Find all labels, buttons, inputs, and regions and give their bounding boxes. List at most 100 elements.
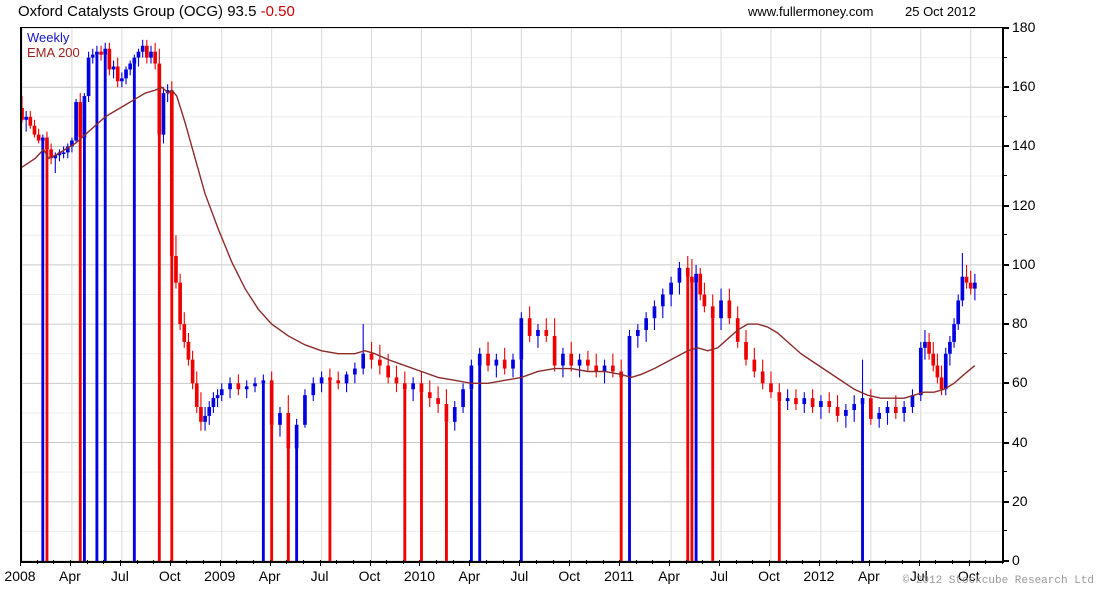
x-tick (768, 560, 770, 566)
bar-body (660, 294, 665, 307)
bar-body (303, 395, 307, 425)
price-bar (278, 407, 282, 437)
y-axis-label: 80 (1012, 315, 1028, 332)
bar-body (602, 365, 607, 372)
price-bar (785, 389, 790, 410)
bar-body (128, 63, 133, 70)
x-tick-minor (785, 560, 787, 564)
bar-body (918, 347, 923, 396)
x-tick-minor (752, 560, 754, 564)
price-bar (619, 359, 624, 561)
x-tick-minor (253, 560, 255, 564)
price-bar (74, 99, 78, 144)
bar-body (182, 324, 187, 342)
bar-body (677, 267, 682, 283)
price-bar (207, 401, 212, 425)
bar-body (57, 152, 62, 156)
price-bar (586, 350, 590, 372)
y-tick-minor (1002, 293, 1007, 295)
price-bar (82, 93, 87, 561)
price-bar (49, 143, 53, 165)
x-tick (469, 560, 471, 566)
bar-body (690, 276, 694, 283)
bar-body (369, 353, 374, 360)
bar-body (652, 306, 657, 319)
price-bar (502, 347, 507, 375)
price-bar (402, 371, 407, 561)
bar-body (444, 404, 449, 422)
price-bar (174, 235, 178, 289)
price-bar (835, 395, 840, 422)
bar-body (802, 398, 807, 405)
bar-body (927, 341, 931, 354)
copyright-notice: © 2012 Stockcube Research Ltd (902, 575, 1094, 587)
price-bar (885, 401, 890, 425)
x-axis-label: Jul (110, 568, 129, 584)
price-bar (769, 371, 773, 399)
x-tick-minor (402, 560, 404, 564)
bar-body (186, 341, 191, 360)
price-bar (436, 386, 440, 413)
price-bar (28, 110, 33, 129)
bar-body (877, 412, 882, 419)
price-bar (103, 42, 108, 561)
bar-body (207, 407, 212, 416)
bar-body (727, 300, 732, 319)
bar-body (22, 107, 24, 120)
bar-body (785, 398, 790, 402)
y-tick-major (1002, 500, 1009, 503)
x-tick-minor (186, 560, 188, 564)
bar-body (960, 276, 965, 301)
x-tick-minor (552, 560, 554, 564)
x-axis-label: Apr (857, 568, 880, 584)
bar-body (852, 404, 857, 410)
price-bar (24, 110, 28, 132)
x-tick-minor (935, 560, 937, 564)
y-tick-minor (1002, 352, 1007, 354)
bar-body (161, 93, 166, 135)
x-tick-minor (1002, 560, 1003, 564)
x-tick (719, 560, 721, 566)
x-axis-label: 2009 (204, 568, 236, 584)
bar-body (964, 276, 969, 283)
price-bar (727, 288, 732, 325)
price-bar (157, 48, 162, 561)
x-tick-minor (802, 560, 804, 564)
bar-body (203, 415, 207, 422)
price-bar (777, 383, 782, 561)
price-bar (344, 371, 349, 393)
price-bar (511, 353, 515, 378)
price-bar (153, 42, 157, 70)
website-label: www.fullermoney.com (748, 4, 874, 19)
bar-body (469, 365, 474, 390)
x-tick-minor (585, 560, 587, 564)
x-tick-minor (602, 560, 604, 564)
bar-body (211, 398, 216, 408)
x-tick-minor (352, 560, 354, 564)
bar-body (394, 377, 399, 384)
x-axis: 2008 Apr Jul Oct 2009 Apr Jul Oct 2010 Apr Jul Oct 2… (4, 560, 1003, 600)
bar-body (477, 353, 482, 366)
bar-body (236, 383, 241, 390)
bar-body (32, 125, 37, 135)
price-bar (627, 330, 632, 561)
bar-body (353, 368, 357, 375)
price-bar (136, 48, 141, 67)
bar-body (760, 371, 765, 384)
bar-body (923, 341, 927, 348)
bar-body (893, 407, 898, 413)
x-axis-label: Oct (957, 568, 980, 584)
price-bar (677, 261, 682, 295)
bar-body (702, 294, 707, 307)
y-axis-label: 60 (1012, 374, 1028, 391)
x-tick-minor (902, 560, 904, 564)
price-change: -0.50 (260, 3, 295, 20)
bar-body (78, 102, 83, 138)
x-tick-minor (153, 560, 155, 564)
plot-inner (22, 28, 1004, 561)
bar-body (511, 359, 515, 369)
y-tick-minor (1002, 471, 1007, 473)
price-bar (353, 362, 357, 384)
price-bar (935, 353, 940, 384)
x-tick-minor (336, 560, 338, 564)
